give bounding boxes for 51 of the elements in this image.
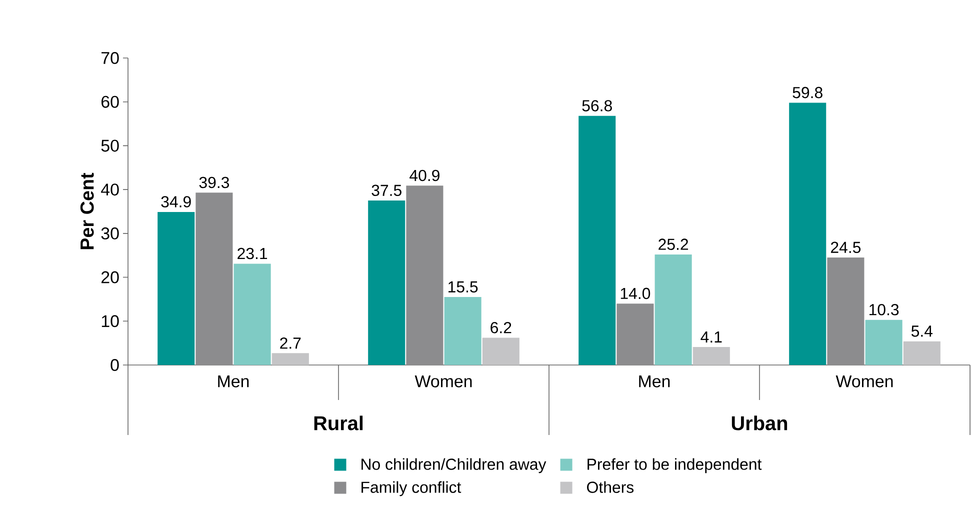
x-tick-label: Women <box>836 376 893 388</box>
legend-label: Others <box>587 481 634 493</box>
bar <box>692 347 730 365</box>
bar <box>903 341 940 365</box>
x-tick-label: Women <box>414 376 472 388</box>
text: Rural <box>314 416 363 430</box>
bar <box>654 254 692 365</box>
bar <box>616 304 654 365</box>
bar <box>368 200 406 365</box>
text: Urban <box>732 416 788 430</box>
data-label: 24.5 <box>830 242 861 254</box>
bar <box>406 186 444 365</box>
data-label: 23.1 <box>238 248 268 260</box>
y-tick-label: 10 <box>102 315 119 328</box>
data-label: 59.8 <box>792 86 822 98</box>
y-tick-label: 40 <box>101 184 119 196</box>
data-label: 14.0 <box>620 288 650 300</box>
legend-label: Prefer to be independent <box>588 458 762 474</box>
y-axis-title: Per Cent <box>80 172 94 250</box>
bar <box>482 338 520 365</box>
data-label: 15.5 <box>448 281 478 292</box>
bar <box>827 258 864 365</box>
data-label: 6.2 <box>490 322 512 334</box>
data-label: 25.2 <box>658 238 688 250</box>
y-tick-label: 70 <box>102 52 119 64</box>
bar <box>444 297 482 365</box>
y-tick-label: 30 <box>101 227 119 240</box>
bar <box>578 116 616 365</box>
bar <box>865 320 902 365</box>
data-label: 10.3 <box>870 304 899 316</box>
y-tick-label: 60 <box>102 96 119 108</box>
data-label: 4.1 <box>700 332 722 342</box>
data-label: 39.3 <box>199 176 229 188</box>
data-label: 5.4 <box>911 326 933 337</box>
y-tick-label: 0 <box>110 359 119 371</box>
legend-label: No children/Children away <box>362 458 546 474</box>
y-tick-label: 50 <box>101 140 119 152</box>
data-label: 56.8 <box>582 100 612 112</box>
data-label: 2.7 <box>280 338 301 349</box>
data-label: 37.5 <box>372 184 402 196</box>
legend-label: Family conflict <box>362 481 462 496</box>
x-tick-label: Men <box>218 376 249 388</box>
bar <box>196 192 233 365</box>
bar <box>158 212 195 365</box>
bar <box>272 353 309 365</box>
bar <box>234 264 271 365</box>
data-label: 34.9 <box>161 196 191 208</box>
data-label: 40.9 <box>410 170 440 182</box>
y-tick-label: 20 <box>102 271 119 284</box>
x-tick-label: Men <box>639 376 670 388</box>
bar <box>789 102 826 365</box>
